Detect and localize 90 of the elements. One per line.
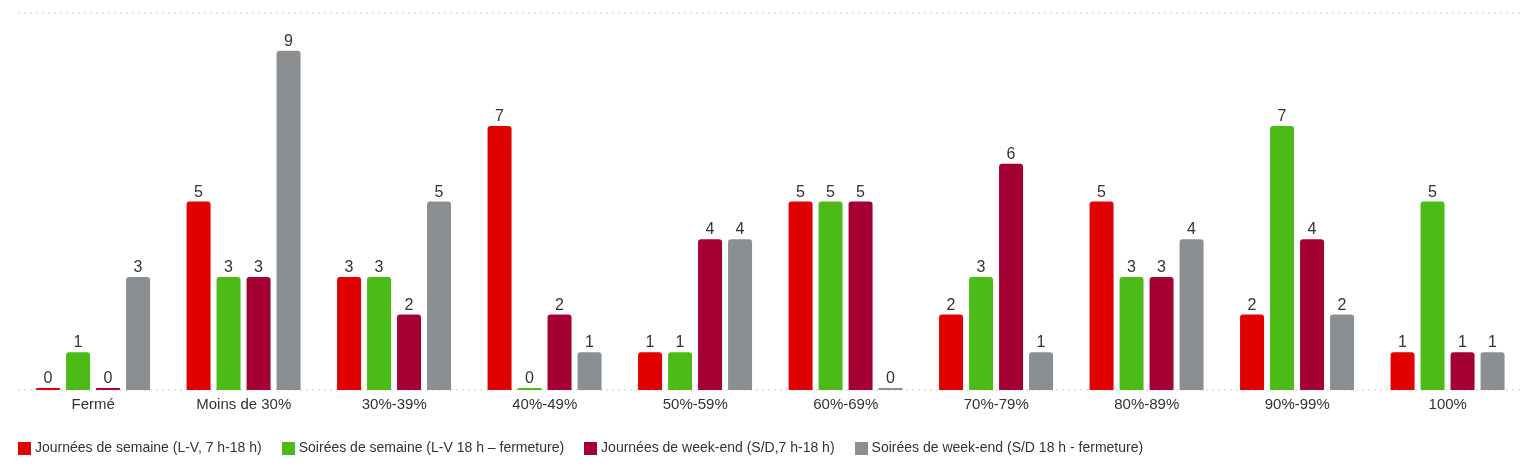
x-tick-label: 80%-89% — [1114, 394, 1180, 412]
data-label: 1 — [645, 333, 655, 351]
legend-label: Journées de week-end (S/D,7 h-18 h) — [601, 439, 835, 455]
bar — [668, 352, 693, 390]
bar — [999, 163, 1024, 390]
bar — [487, 126, 512, 390]
bar — [1420, 201, 1445, 390]
data-label: 7 — [1277, 107, 1287, 125]
data-label: 5 — [796, 182, 806, 200]
bar — [337, 276, 362, 390]
bar — [367, 276, 392, 390]
data-label: 0 — [103, 369, 113, 386]
bar — [216, 276, 241, 390]
bar — [397, 314, 422, 390]
bar — [939, 314, 964, 390]
x-tick-label: 50%-59% — [662, 394, 728, 412]
data-label: 1 — [675, 333, 685, 351]
bar — [1480, 352, 1505, 390]
x-tick-label: 60%-69% — [813, 394, 879, 412]
data-label: 5 — [856, 182, 866, 200]
bar — [818, 201, 843, 390]
data-label: 2 — [946, 295, 956, 313]
bar — [1149, 276, 1174, 390]
data-label: 5 — [434, 182, 444, 200]
data-label: 4 — [735, 220, 745, 238]
data-label: 5 — [194, 182, 204, 200]
data-label: 3 — [1127, 257, 1137, 275]
data-label: 1 — [1458, 333, 1468, 351]
bar — [276, 50, 301, 390]
bar — [427, 201, 452, 390]
bar — [577, 352, 602, 390]
bar — [547, 314, 572, 390]
data-label: 9 — [284, 31, 294, 49]
bar — [1330, 314, 1355, 390]
x-tick-label: Fermé — [71, 394, 115, 412]
bar — [638, 352, 663, 390]
legend-label: Soirées de week-end (S/D 18 h - fermeture) — [871, 439, 1144, 455]
data-label: 2 — [404, 295, 414, 313]
data-label: 5 — [1097, 182, 1107, 200]
bar — [1089, 201, 1114, 390]
bar — [1270, 126, 1295, 390]
data-label: 4 — [1187, 220, 1197, 238]
data-label: 3 — [224, 257, 234, 275]
x-tick-label: 90%-99% — [1264, 394, 1330, 412]
bar — [969, 276, 994, 390]
data-label: 5 — [826, 182, 836, 200]
x-tick-label: 40%-49% — [512, 394, 578, 412]
data-label: 1 — [585, 333, 595, 351]
data-label: 0 — [43, 369, 53, 386]
data-label: 2 — [1337, 295, 1347, 313]
bar — [1179, 239, 1204, 390]
data-label: 0 — [525, 369, 535, 386]
data-label: 1 — [1398, 333, 1408, 351]
data-label: 3 — [133, 257, 143, 275]
data-label: 6 — [1006, 144, 1016, 162]
bar — [66, 352, 91, 390]
bar — [1240, 314, 1265, 390]
bar — [246, 276, 271, 390]
bar — [126, 276, 151, 390]
data-label: 3 — [1157, 257, 1167, 275]
bar — [1029, 352, 1054, 390]
data-label: 1 — [73, 333, 83, 351]
data-label: 4 — [1307, 220, 1317, 238]
x-tick-label: 30%-39% — [361, 394, 427, 412]
bar — [1119, 276, 1144, 390]
legend-label: Soirées de semaine (L-V 18 h – fermeture) — [298, 439, 565, 455]
data-label: 2 — [555, 295, 565, 313]
x-tick-label: Moins de 30% — [196, 394, 292, 412]
bar — [1300, 239, 1325, 390]
data-label: 3 — [254, 257, 264, 275]
bar — [788, 201, 813, 390]
bar — [1390, 352, 1415, 390]
data-label: 2 — [1247, 295, 1257, 313]
data-label: 1 — [1488, 333, 1498, 351]
data-label: 3 — [344, 257, 354, 275]
data-label: 5 — [1428, 182, 1438, 200]
data-label: 1 — [1036, 333, 1046, 351]
bar — [728, 239, 753, 390]
bar — [848, 201, 873, 390]
x-tick-label: 100% — [1428, 394, 1467, 412]
bar — [698, 239, 723, 390]
data-label: 3 — [374, 257, 384, 275]
data-label: 4 — [705, 220, 715, 238]
bar — [1450, 352, 1475, 390]
legend-label: Journées de semaine (L-V, 7 h-18 h) — [35, 439, 262, 455]
x-tick-label: 70%-79% — [963, 394, 1029, 412]
data-label: 3 — [976, 257, 986, 275]
data-label: 7 — [495, 107, 505, 125]
bar — [186, 201, 211, 390]
data-label: 0 — [886, 369, 896, 386]
